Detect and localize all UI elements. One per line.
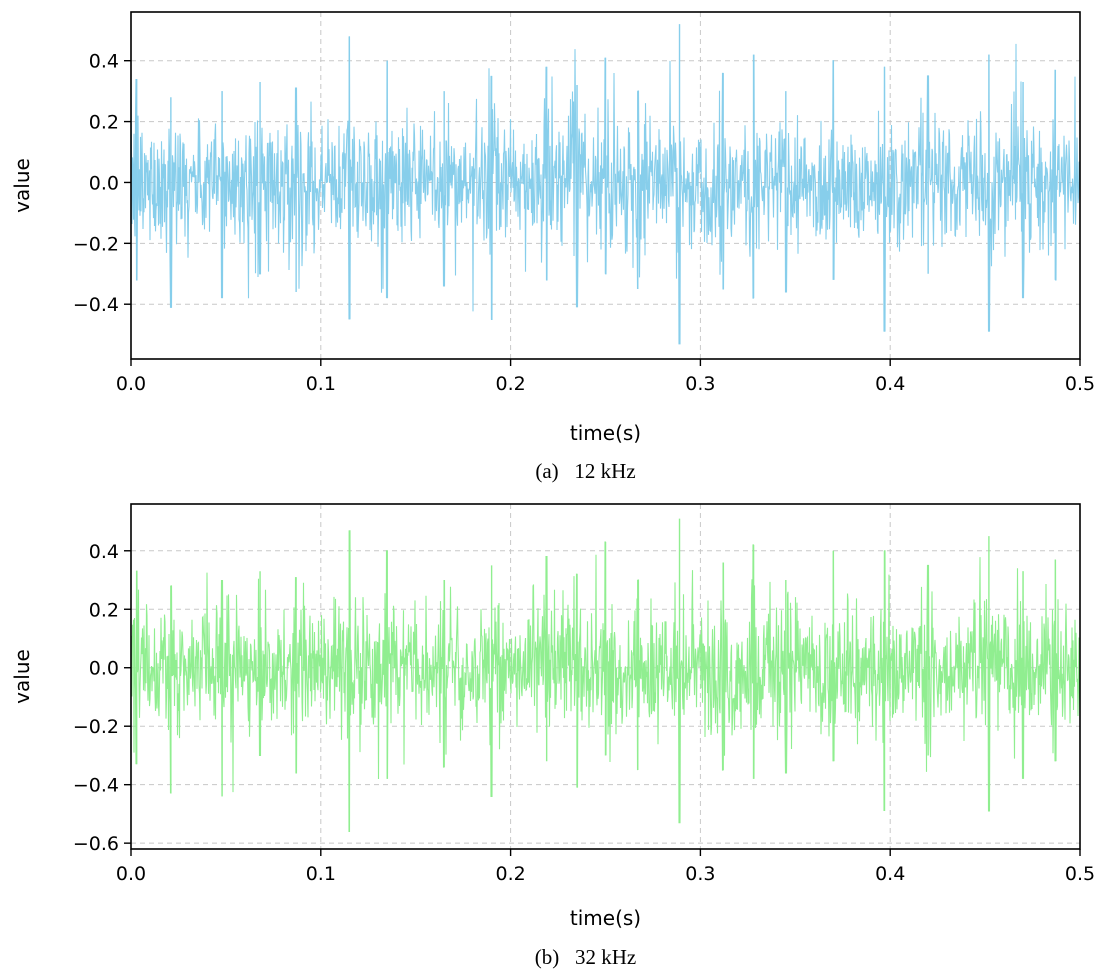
x-tick-label: 0.5	[1065, 863, 1095, 885]
y-axis-label: value	[10, 649, 34, 704]
x-tick-label: 0.2	[495, 863, 525, 885]
y-tick-label: 0.2	[89, 112, 119, 134]
y-tick-label: 0.4	[89, 541, 119, 563]
x-axis-label: time(s)	[570, 421, 641, 445]
y-tick-label: 0.0	[89, 172, 119, 194]
y-tick-label: −0.2	[73, 716, 119, 738]
x-tick-label: 0.2	[495, 373, 525, 395]
y-tick-label: −0.6	[73, 833, 119, 855]
y-tick-label: −0.4	[73, 775, 119, 797]
x-tick-label: 0.4	[875, 373, 905, 395]
panel-b-32khz: 0.0 0.1 0.2 0.3 0.4 0.5 −0.6 −0.4 −0.2 0.0 0.2 0.4 t…	[10, 503, 1095, 969]
plot-frame	[130, 11, 1081, 360]
subfigure-caption: (b) 32 kHz	[535, 945, 636, 969]
subfigure-caption: (a) 12 kHz	[535, 459, 635, 483]
y-tick-label: 0.4	[89, 51, 119, 73]
x-tick-label: 0.3	[685, 373, 715, 395]
x-tick-label: 0.1	[306, 373, 336, 395]
y-tick-label: 0.0	[89, 658, 119, 680]
x-tick-label: 0.0	[116, 863, 146, 885]
panel-a-12khz: 0.0 0.1 0.2 0.3 0.4 0.5 −0.4 −0.2 0.0 0.2 0.4 time(…	[10, 11, 1095, 483]
y-axis-label: value	[10, 158, 34, 213]
x-tick-label: 0.3	[685, 863, 715, 885]
x-tick-label: 0.4	[875, 863, 905, 885]
x-axis-label: time(s)	[570, 906, 641, 930]
x-tick-label: 0.5	[1065, 373, 1095, 395]
y-tick-label: −0.4	[73, 294, 119, 316]
x-tick-label: 0.0	[116, 373, 146, 395]
plot-frame	[130, 503, 1081, 850]
y-tick-label: 0.2	[89, 599, 119, 621]
signal-line	[130, 36, 1081, 345]
signal-line	[130, 530, 1081, 833]
x-tick-label: 0.1	[306, 863, 336, 885]
y-tick-label: −0.2	[73, 233, 119, 255]
